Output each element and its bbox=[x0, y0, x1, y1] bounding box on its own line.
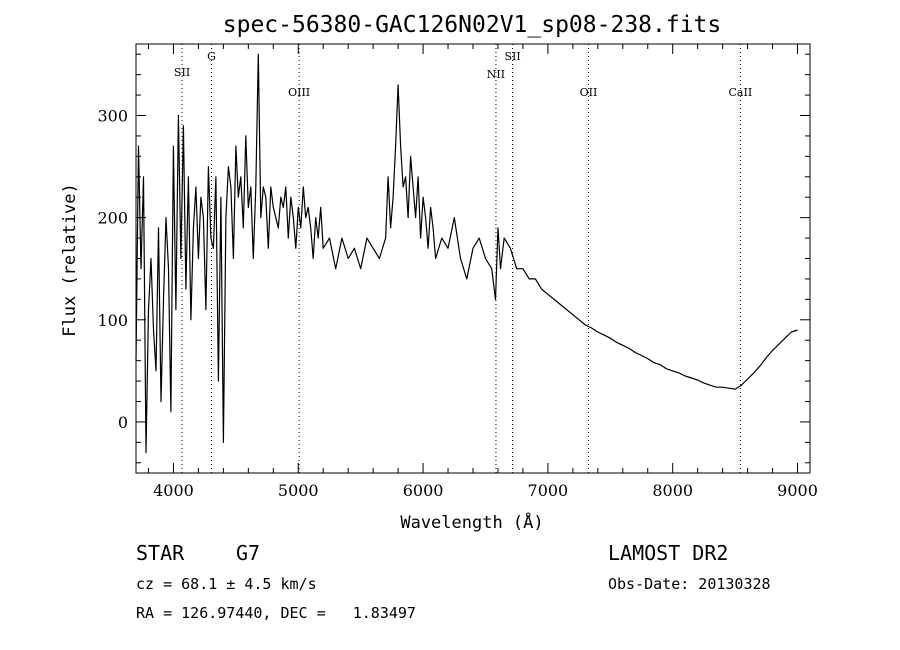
x-tick-label: 8000 bbox=[652, 481, 693, 500]
line-marker-label: OIII bbox=[288, 86, 310, 99]
x-axis-label: Wavelength (Å) bbox=[400, 511, 543, 533]
obs-date: Obs-Date: 20130328 bbox=[608, 575, 771, 593]
chart-title: spec-56380-GAC126N02V1_sp08-238.fits bbox=[223, 12, 722, 38]
plot-frame bbox=[135, 43, 811, 474]
line-marker-label: SII bbox=[504, 50, 520, 63]
axis-ticks: 4000 5000 6000 7000 8000 9000 0 100 200 300 bbox=[97, 44, 818, 500]
spectrum-line bbox=[135, 53, 798, 454]
y-tick-label: 0 bbox=[118, 413, 128, 432]
line-marker-label: G bbox=[207, 50, 216, 63]
line-marker-label: NII bbox=[487, 68, 505, 81]
survey-name: LAMOST DR2 bbox=[608, 541, 729, 565]
y-axis-label: Flux (relative) bbox=[60, 183, 80, 337]
x-tick-label: 4000 bbox=[153, 481, 194, 500]
y-tick-label: 200 bbox=[97, 209, 128, 228]
object-subclass: G7 bbox=[236, 541, 261, 565]
coordinates: RA = 126.97440, DEC = 1.83497 bbox=[136, 604, 416, 622]
x-tick-label: 5000 bbox=[278, 481, 319, 500]
line-marker-label: OII bbox=[580, 86, 598, 99]
line-marker-label: SII bbox=[174, 66, 190, 79]
x-tick-label: 6000 bbox=[403, 481, 444, 500]
y-tick-label: 300 bbox=[97, 107, 128, 126]
object-class: STAR bbox=[136, 541, 185, 565]
x-tick-label: 9000 bbox=[777, 481, 818, 500]
redshift-cz: cz = 68.1 ± 4.5 km/s bbox=[136, 575, 317, 593]
y-tick-label: 100 bbox=[97, 311, 128, 330]
line-marker-label: CaII bbox=[729, 86, 753, 99]
line-markers: SII G OIII NII SII OII CaII bbox=[174, 44, 752, 473]
x-tick-label: 7000 bbox=[528, 481, 569, 500]
